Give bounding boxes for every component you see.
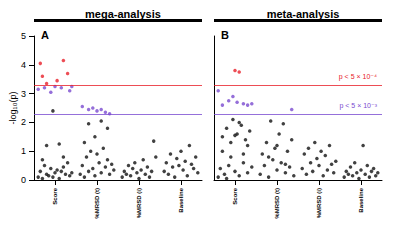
svg-text:meta-analysis: meta-analysis: [267, 8, 340, 20]
svg-text:Score: Score: [52, 187, 58, 204]
svg-text:1: 1: [21, 146, 26, 156]
svg-text:%MRSD (i): %MRSD (i): [136, 188, 142, 218]
svg-text:%MRSD (i): %MRSD (i): [316, 188, 322, 218]
svg-text:4: 4: [21, 60, 26, 70]
svg-text:A: A: [41, 29, 49, 41]
svg-text:2: 2: [21, 117, 26, 127]
svg-text:B: B: [221, 29, 229, 41]
svg-text:p < 5 × 10⁻⁴: p < 5 × 10⁻⁴: [339, 73, 377, 81]
svg-text:p < 5 × 10⁻³: p < 5 × 10⁻³: [339, 102, 377, 110]
svg-text:Score: Score: [232, 187, 238, 204]
svg-text:0: 0: [21, 175, 26, 185]
svg-text:3: 3: [21, 89, 26, 99]
svg-text:%MRSD (t): %MRSD (t): [274, 188, 280, 219]
svg-text:Baseline: Baseline: [358, 187, 364, 212]
svg-text:%MRSD (t): %MRSD (t): [94, 188, 100, 219]
svg-text:Baseline: Baseline: [178, 187, 184, 212]
svg-text:-log₁₀(p): -log₁₀(p): [8, 92, 18, 125]
svg-text:mega-analysis: mega-analysis: [85, 8, 161, 20]
svg-text:5: 5: [21, 31, 26, 41]
